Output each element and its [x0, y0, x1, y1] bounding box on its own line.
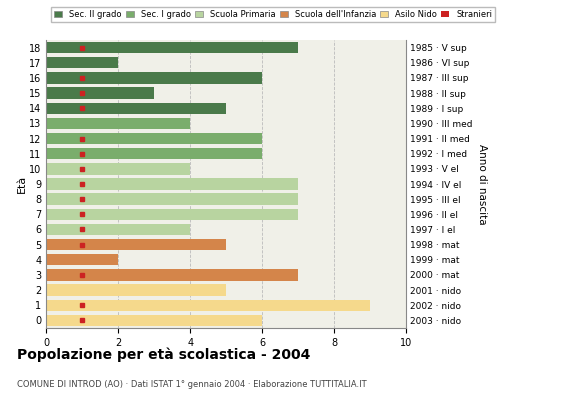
Bar — [46, 209, 298, 220]
Y-axis label: Età: Età — [16, 175, 26, 193]
Bar — [46, 194, 298, 205]
Bar — [46, 148, 262, 159]
Bar — [46, 72, 262, 84]
Bar — [46, 315, 262, 326]
Bar — [46, 87, 154, 99]
Bar — [46, 284, 226, 296]
Bar — [46, 163, 190, 174]
Bar — [46, 133, 262, 144]
Legend: Sec. II grado, Sec. I grado, Scuola Primaria, Scuola dell'Infanzia, Asilo Nido, : Sec. II grado, Sec. I grado, Scuola Prim… — [50, 7, 495, 22]
Bar — [46, 300, 370, 311]
Bar — [46, 118, 190, 129]
Bar — [46, 178, 298, 190]
Bar — [46, 224, 190, 235]
Bar — [46, 254, 118, 266]
Y-axis label: Anno di nascita: Anno di nascita — [477, 144, 487, 224]
Bar — [46, 239, 226, 250]
Text: Popolazione per età scolastica - 2004: Popolazione per età scolastica - 2004 — [17, 348, 311, 362]
Bar — [46, 102, 226, 114]
Text: COMUNE DI INTROD (AO) · Dati ISTAT 1° gennaio 2004 · Elaborazione TUTTITALIA.IT: COMUNE DI INTROD (AO) · Dati ISTAT 1° ge… — [17, 380, 367, 389]
Bar — [46, 42, 298, 53]
Bar — [46, 57, 118, 68]
Bar — [46, 269, 298, 281]
